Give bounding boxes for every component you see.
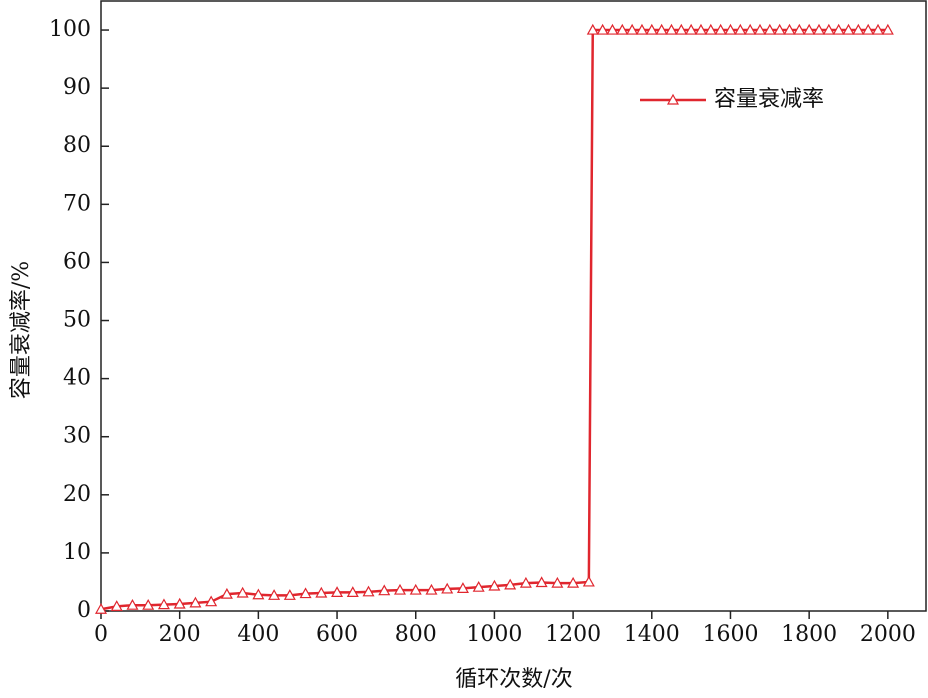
data-marker	[744, 23, 757, 35]
data-marker	[714, 23, 727, 35]
data-marker	[567, 576, 580, 588]
data-marker	[299, 587, 312, 599]
x-tick-label: 1600	[702, 622, 758, 647]
y-tick-label: 90	[63, 75, 91, 100]
data-marker	[205, 595, 218, 607]
data-marker	[842, 23, 855, 35]
data-marker	[675, 23, 688, 35]
data-marker	[606, 23, 619, 35]
plot-frame	[100, 0, 927, 612]
x-tick-label: 600	[316, 622, 358, 647]
data-marker	[142, 598, 155, 610]
data-marker	[283, 589, 296, 600]
y-tick-label: 60	[63, 249, 91, 274]
data-marker	[862, 23, 875, 35]
data-marker	[126, 598, 139, 610]
data-marker	[409, 583, 422, 595]
data-marker	[793, 23, 806, 35]
data-marker	[94, 603, 108, 614]
data-marker	[378, 584, 391, 596]
data-marker	[315, 586, 328, 598]
data-marker	[753, 23, 766, 35]
data-marker	[551, 576, 564, 588]
data-marker	[783, 23, 796, 35]
data-marker	[832, 23, 845, 35]
data-marker	[586, 23, 599, 35]
data-marker	[236, 586, 249, 598]
x-tick-label: 1800	[781, 622, 837, 647]
data-marker	[852, 23, 865, 35]
data-marker	[252, 588, 265, 600]
y-tick-label: 100	[49, 17, 91, 42]
data-marker	[582, 575, 595, 587]
data-marker	[763, 23, 776, 35]
y-axis-label: 容量衰减率/%	[9, 261, 34, 399]
legend-label: 容量衰减率	[714, 87, 824, 112]
data-marker	[472, 580, 485, 592]
data-marker	[173, 597, 186, 609]
y-tick-label: 80	[63, 133, 91, 158]
data-line	[100, 28, 888, 611]
data-marker	[803, 23, 816, 35]
y-tick-label: 40	[63, 366, 91, 391]
data-marker	[635, 23, 648, 35]
data-marker	[346, 586, 359, 598]
data-marker	[596, 23, 609, 35]
data-marker	[488, 579, 501, 591]
x-tick-label: 1200	[545, 622, 601, 647]
data-marker	[189, 596, 202, 608]
data-marker	[393, 583, 407, 595]
data-marker	[504, 578, 517, 590]
data-marker	[268, 589, 281, 600]
legend-marker	[666, 93, 680, 105]
data-marker	[157, 598, 170, 610]
data-marker	[812, 23, 826, 35]
data-marker	[724, 23, 737, 35]
x-tick-label: 2000	[860, 622, 916, 647]
data-marker	[535, 576, 548, 588]
data-marker	[626, 23, 639, 35]
data-marker	[734, 23, 747, 35]
data-marker	[881, 23, 894, 35]
data-marker	[685, 23, 698, 35]
x-axis-label: 循环次数/次	[455, 667, 572, 692]
y-tick-label: 20	[63, 482, 91, 507]
y-tick-label: 10	[63, 540, 91, 565]
data-marker	[871, 23, 885, 35]
x-tick-label: 0	[94, 622, 108, 647]
data-marker	[362, 585, 375, 597]
data-marker	[694, 23, 707, 35]
data-marker	[519, 576, 532, 588]
y-tick-label: 30	[63, 424, 91, 449]
data-marker	[220, 587, 233, 599]
x-tick-label: 400	[237, 622, 279, 647]
data-marker	[441, 582, 454, 594]
data-marker	[456, 582, 469, 593]
data-marker	[645, 23, 658, 35]
data-marker	[425, 583, 438, 595]
data-marker	[616, 23, 629, 35]
data-marker	[331, 586, 344, 598]
x-tick-label: 800	[395, 622, 437, 647]
data-marker	[822, 23, 835, 35]
y-tick-label: 50	[63, 308, 91, 333]
data-marker	[110, 600, 123, 611]
data-marker	[704, 23, 717, 35]
y-tick-label: 70	[63, 191, 91, 216]
x-tick-label: 1400	[624, 622, 680, 647]
x-tick-label: 200	[159, 622, 201, 647]
data-marker	[665, 23, 678, 35]
x-tick-label: 1000	[466, 622, 522, 647]
data-marker	[773, 23, 786, 35]
data-marker	[655, 23, 668, 35]
y-tick-label: 0	[77, 598, 91, 623]
